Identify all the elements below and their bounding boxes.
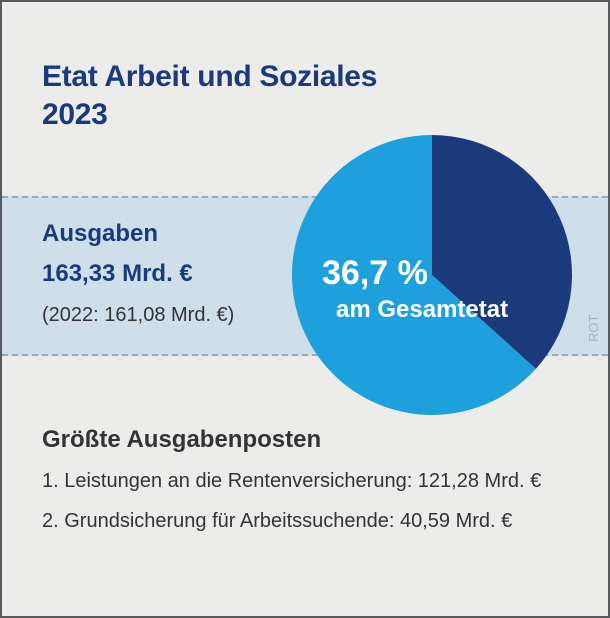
ausgaben-previous-year: (2022: 161,08 Mrd. €)	[42, 304, 235, 326]
pie-sublabel: am Gesamtetat	[336, 296, 509, 323]
posten-item-1: 1. Leistungen an die Rentenversicherung:…	[42, 470, 542, 492]
ausgaben-value: 163,33 Mrd. €	[42, 260, 193, 287]
ausgaben-label: Ausgaben	[42, 220, 159, 247]
pie-slice-2	[292, 135, 536, 416]
pie-slice-1	[432, 135, 572, 369]
posten-title: Größte Ausgabenposten	[42, 426, 322, 453]
title-line-2: 2023	[42, 98, 108, 131]
credit-label: ROT	[586, 314, 601, 342]
title-line-1: Etat Arbeit und Soziales	[42, 60, 378, 93]
pie-percent-label: 36,7 %	[322, 254, 428, 292]
chart-title: Etat Arbeit und Soziales 2023	[42, 58, 377, 134]
pie-slices	[292, 135, 572, 416]
posten-item-2: 2. Grundsicherung für Arbeitssuchende: 4…	[42, 510, 513, 532]
